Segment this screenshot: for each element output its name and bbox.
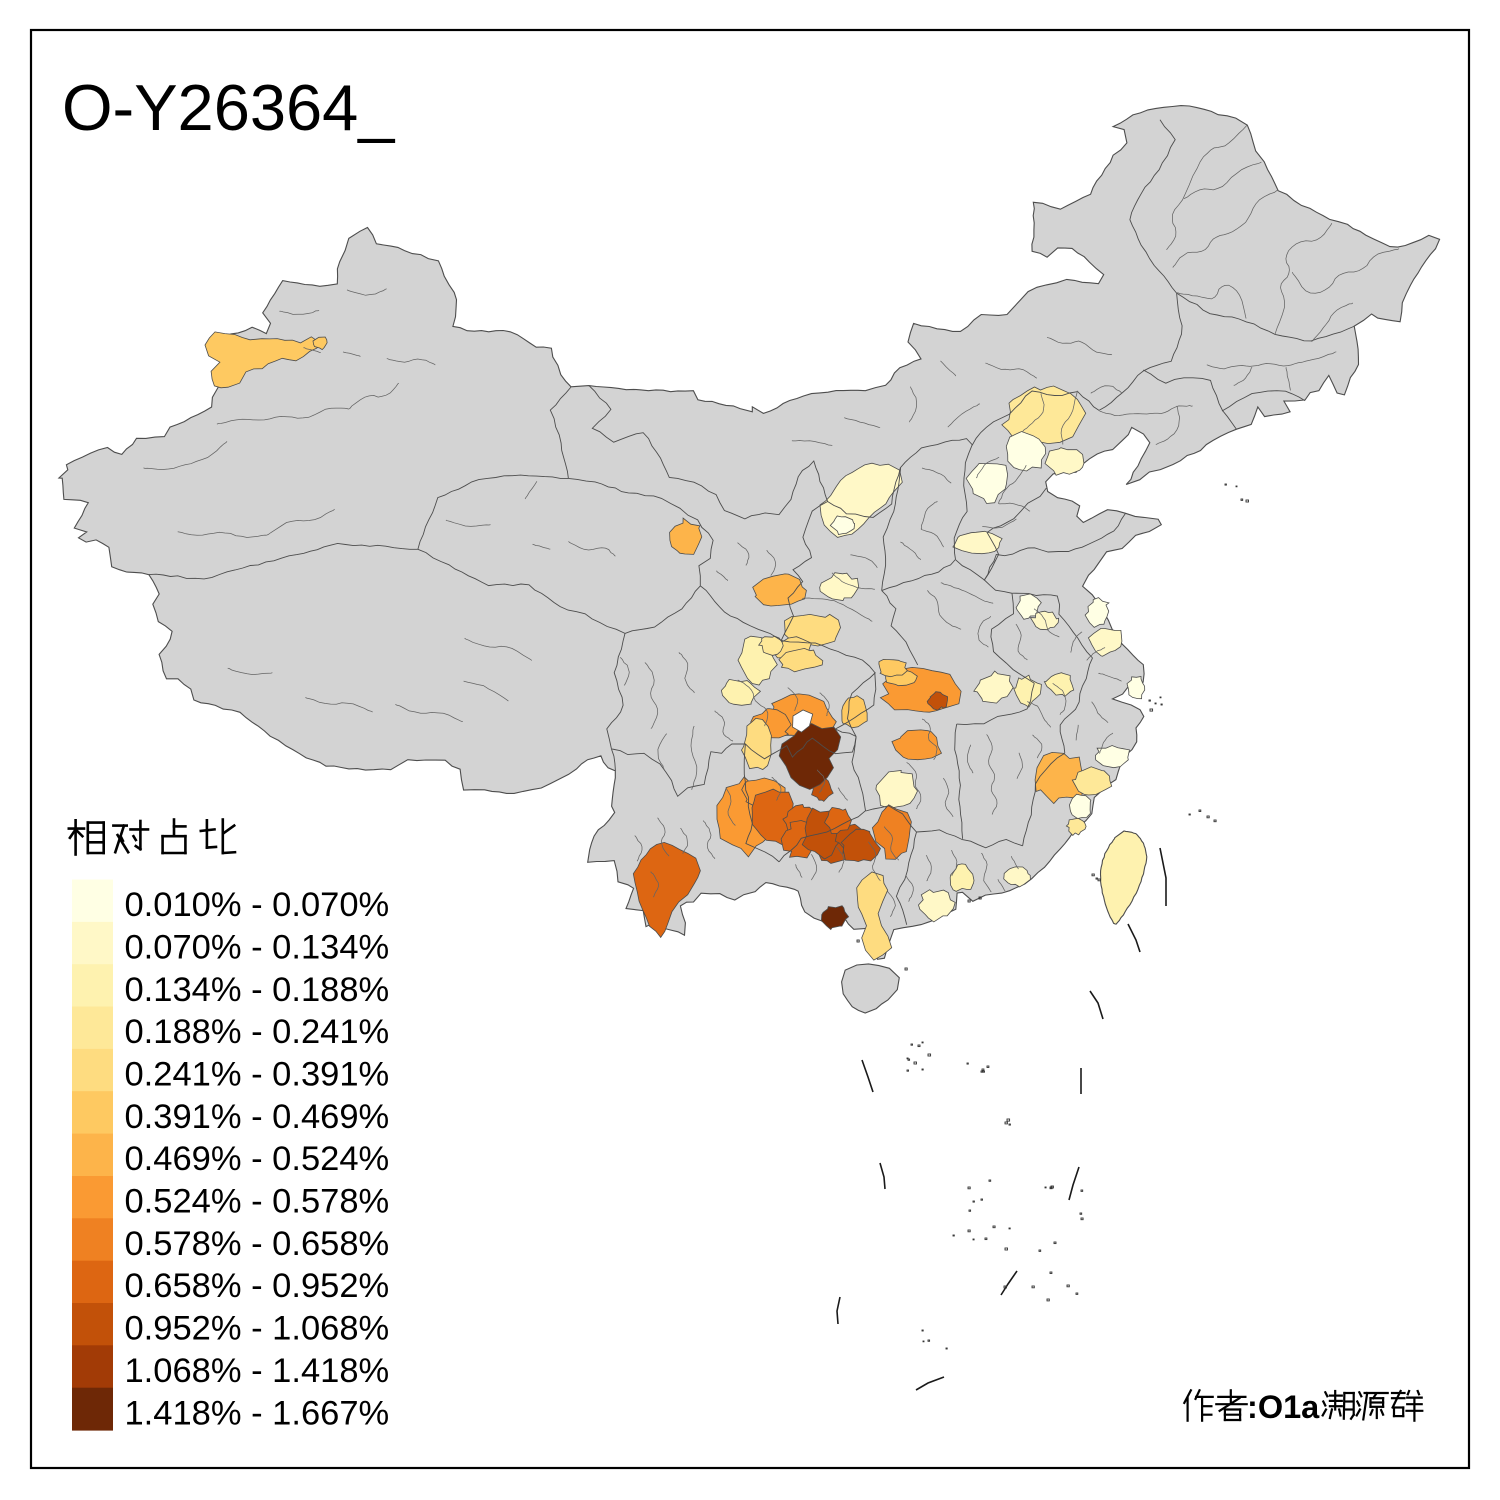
svg-text:0.658% - 0.952%: 0.658% - 0.952% (125, 1267, 390, 1305)
svg-text:0.524% - 0.578%: 0.524% - 0.578% (125, 1183, 390, 1221)
svg-text:1.418% - 1.667%: 1.418% - 1.667% (125, 1394, 390, 1432)
svg-text:0.241% - 0.391%: 0.241% - 0.391% (125, 1056, 390, 1094)
svg-text:0.391% - 0.469%: 0.391% - 0.469% (125, 1098, 390, 1136)
svg-text:O-Y26364_: O-Y26364_ (62, 71, 395, 144)
svg-text:0.578% - 0.658%: 0.578% - 0.658% (125, 1225, 390, 1263)
svg-text:0.070% - 0.134%: 0.070% - 0.134% (125, 929, 390, 967)
svg-text:0.134% - 0.188%: 0.134% - 0.188% (125, 971, 390, 1009)
svg-text::O1a: :O1a (1247, 1389, 1320, 1425)
svg-text:0.952% - 1.068%: 0.952% - 1.068% (125, 1310, 390, 1348)
svg-text:1.068% - 1.418%: 1.068% - 1.418% (125, 1352, 390, 1390)
svg-text:0.188% - 0.241%: 0.188% - 0.241% (125, 1013, 390, 1051)
svg-text:0.010% - 0.070%: 0.010% - 0.070% (125, 886, 390, 924)
svg-text:0.469% - 0.524%: 0.469% - 0.524% (125, 1140, 390, 1178)
